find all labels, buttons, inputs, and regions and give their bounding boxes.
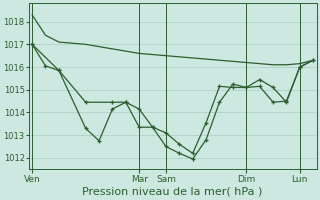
X-axis label: Pression niveau de la mer( hPa ): Pression niveau de la mer( hPa ) bbox=[83, 187, 263, 197]
